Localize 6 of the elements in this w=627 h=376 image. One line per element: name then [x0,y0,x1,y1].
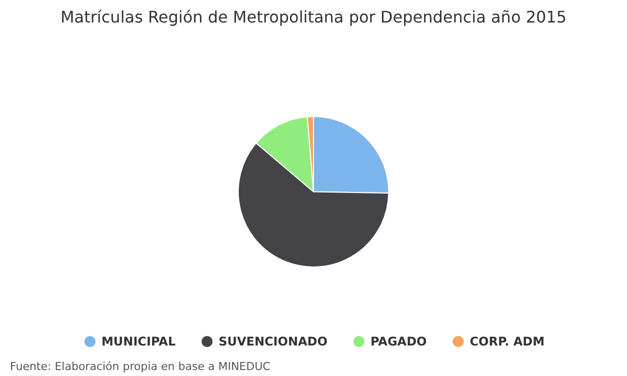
chart-title: Matrículas Región de Metropolitana por Dependencia año 2015 [60,8,567,26]
source-note: Fuente: Elaboración propia en base a MINEDUC [10,360,271,373]
legend-label: MUNICIPAL [101,334,176,348]
legend-label: SUVENCIONADO [218,334,328,348]
legend-label: PAGADO [370,334,427,348]
legend-label: CORP. ADM [470,334,545,348]
